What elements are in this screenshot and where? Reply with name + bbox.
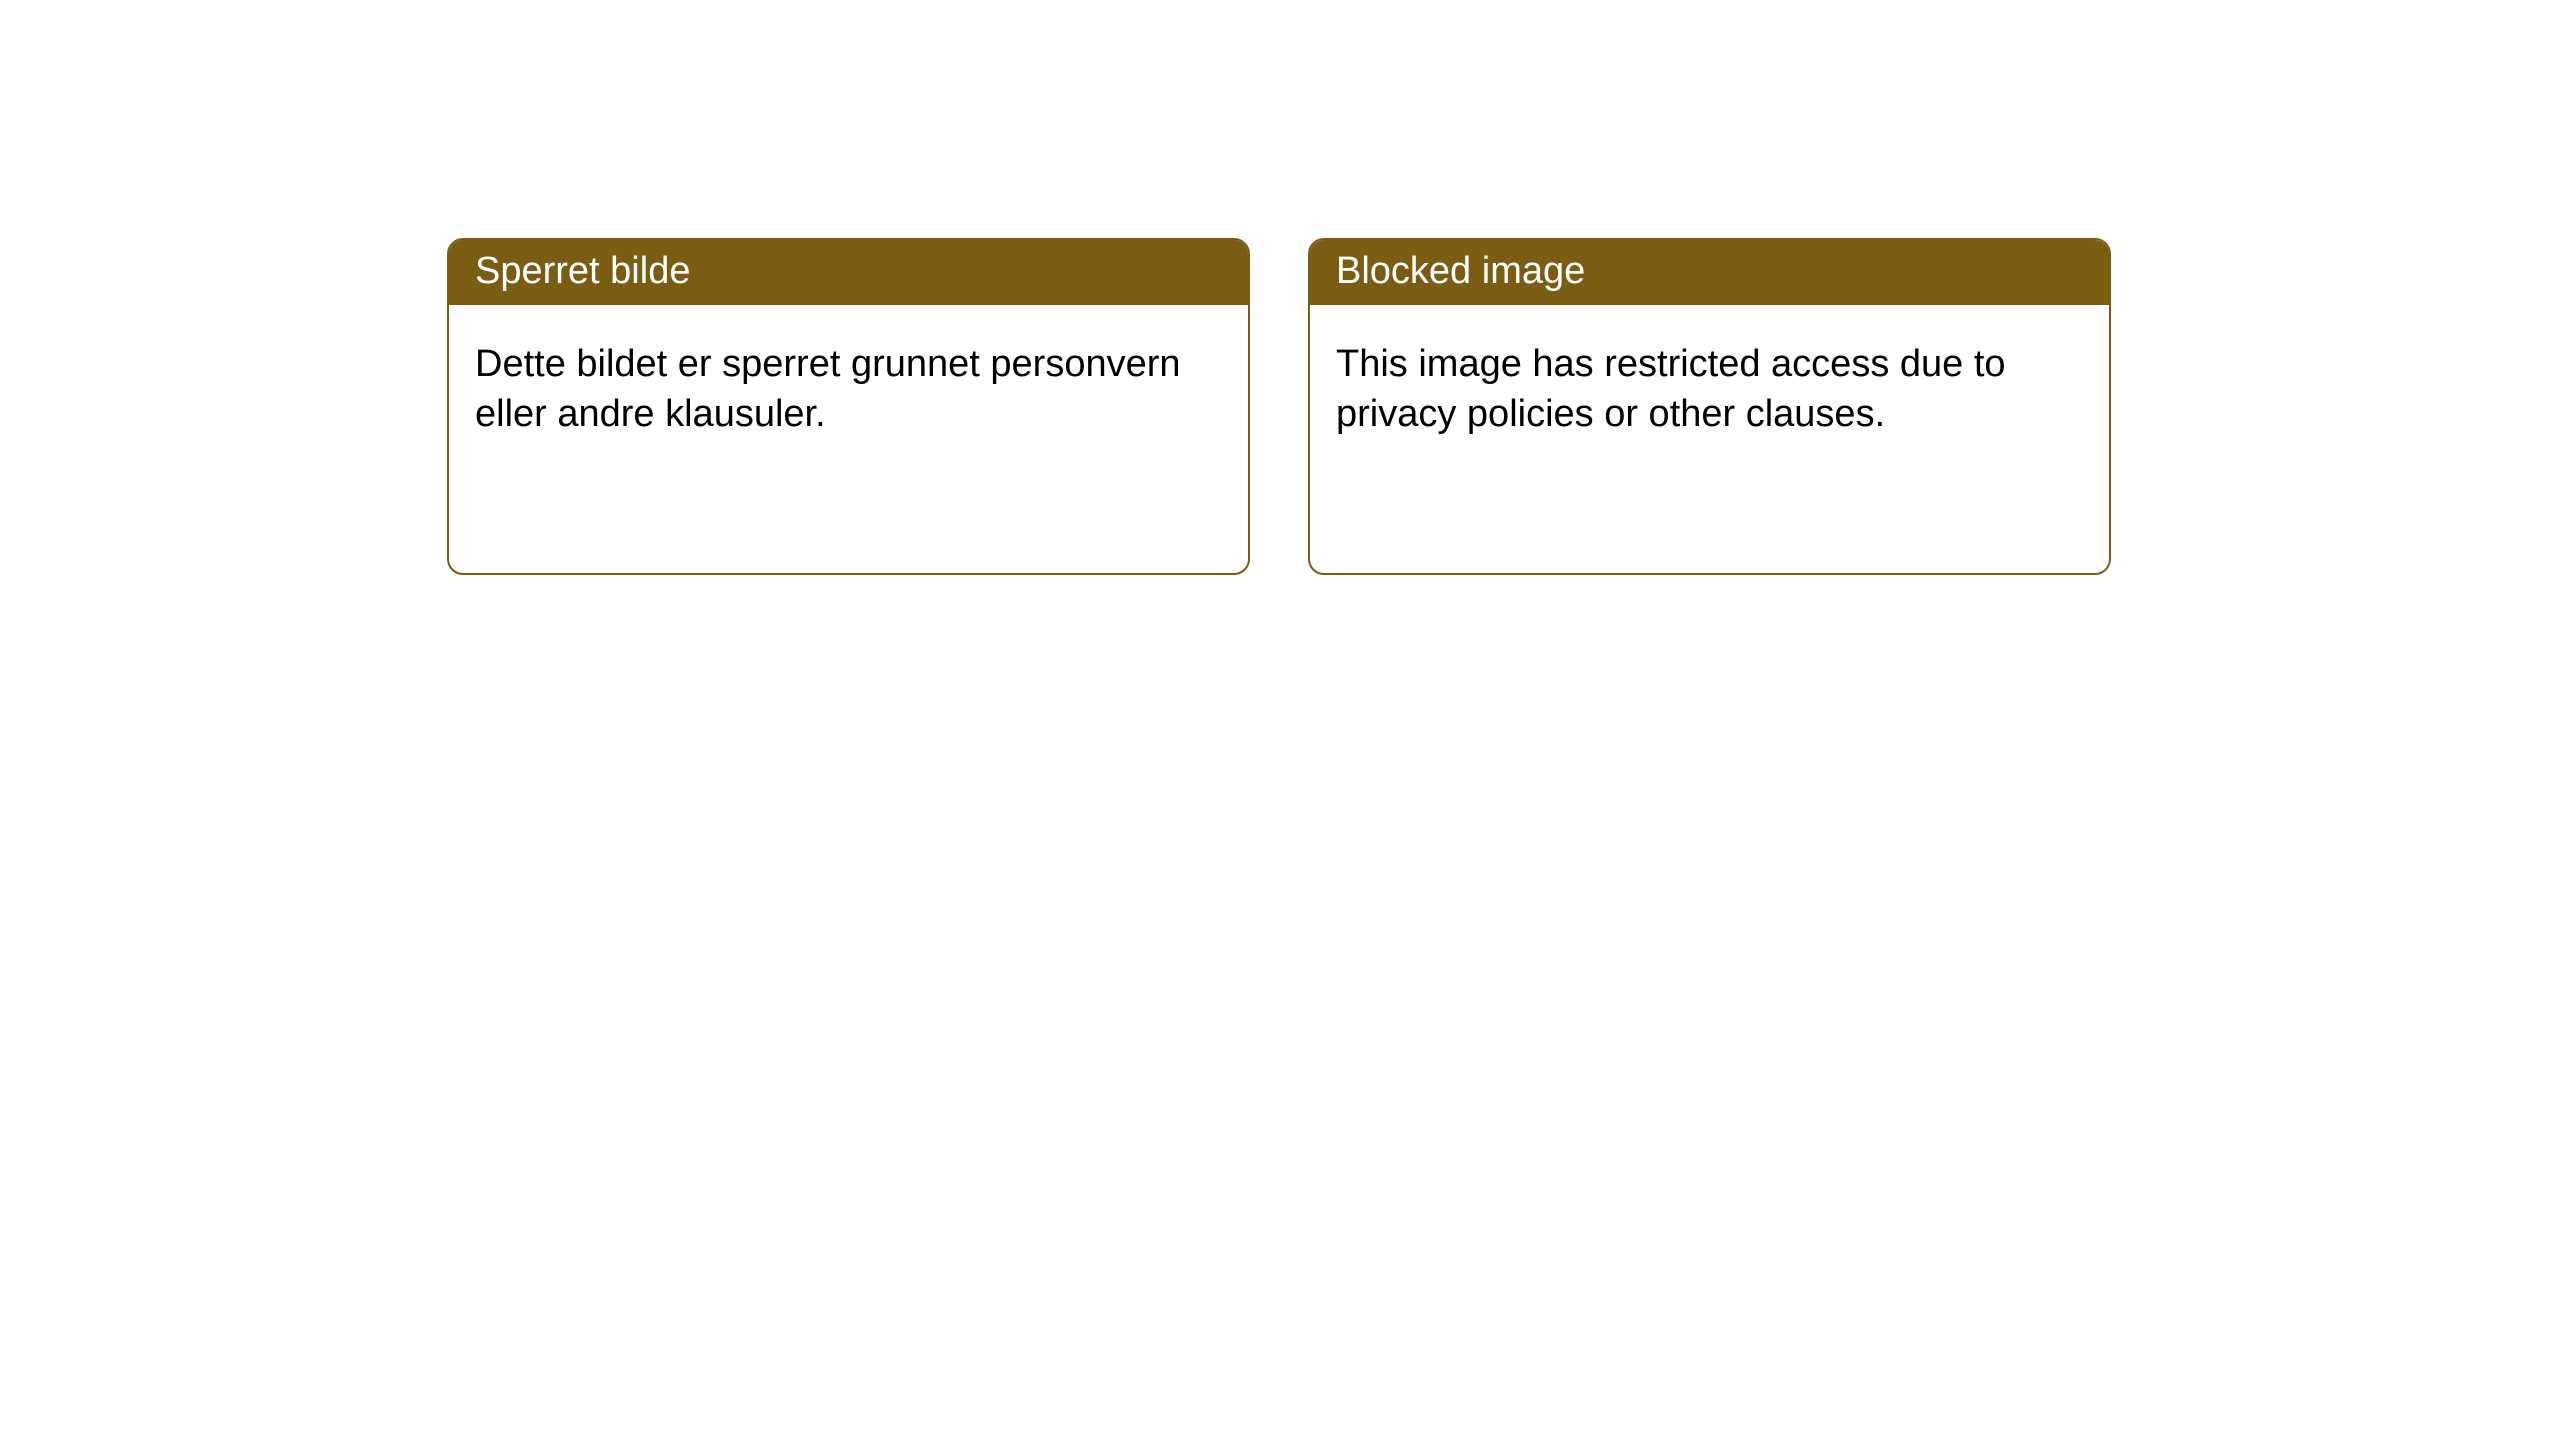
notice-header: Blocked image: [1310, 240, 2109, 305]
notice-card-norwegian: Sperret bilde Dette bildet er sperret gr…: [447, 238, 1250, 575]
notice-card-english: Blocked image This image has restricted …: [1308, 238, 2111, 575]
notice-body: This image has restricted access due to …: [1310, 305, 2109, 473]
notice-container: Sperret bilde Dette bildet er sperret gr…: [447, 238, 2111, 575]
notice-header: Sperret bilde: [449, 240, 1248, 305]
notice-body: Dette bildet er sperret grunnet personve…: [449, 305, 1248, 473]
